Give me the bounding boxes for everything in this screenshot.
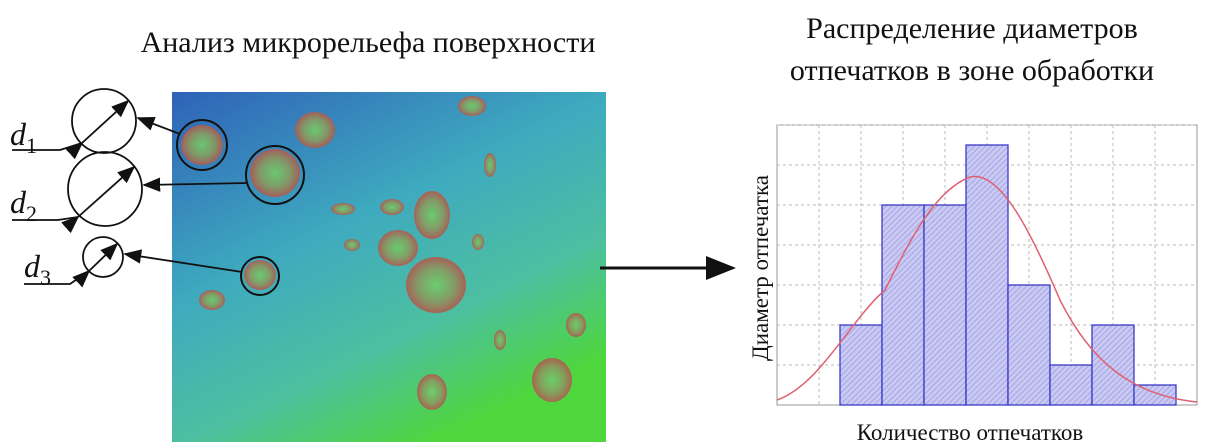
label-d3: d3 [24, 248, 51, 290]
right-title-line: Распределение диаметров [806, 12, 1138, 45]
x-label: Количество отпечатков [857, 420, 1084, 445]
histogram [777, 125, 1197, 405]
symbol: d [24, 248, 41, 284]
bar [1092, 325, 1134, 405]
subscript: 1 [26, 133, 37, 158]
bar [924, 205, 966, 405]
symbol: d [10, 184, 27, 220]
bar [840, 325, 882, 405]
bar [1050, 365, 1092, 405]
y-label: Диаметр отпечатка [748, 175, 773, 361]
subscript: 2 [26, 201, 37, 226]
bar [882, 205, 924, 405]
label-d1: d1 [10, 116, 37, 158]
figure: Анализ микрорельефа поверхности d1 d2 d3 [0, 0, 1222, 448]
micrograph [172, 92, 606, 442]
right-title-line: отпечатков в зоне обработки [790, 54, 1154, 87]
bar [1008, 285, 1050, 405]
label-d2: d2 [10, 184, 37, 226]
bar [1134, 385, 1176, 405]
symbol: d [10, 116, 27, 152]
left-title: Анализ микрорельефа поверхности [141, 26, 596, 59]
bar [966, 145, 1008, 405]
subscript: 3 [40, 265, 51, 290]
